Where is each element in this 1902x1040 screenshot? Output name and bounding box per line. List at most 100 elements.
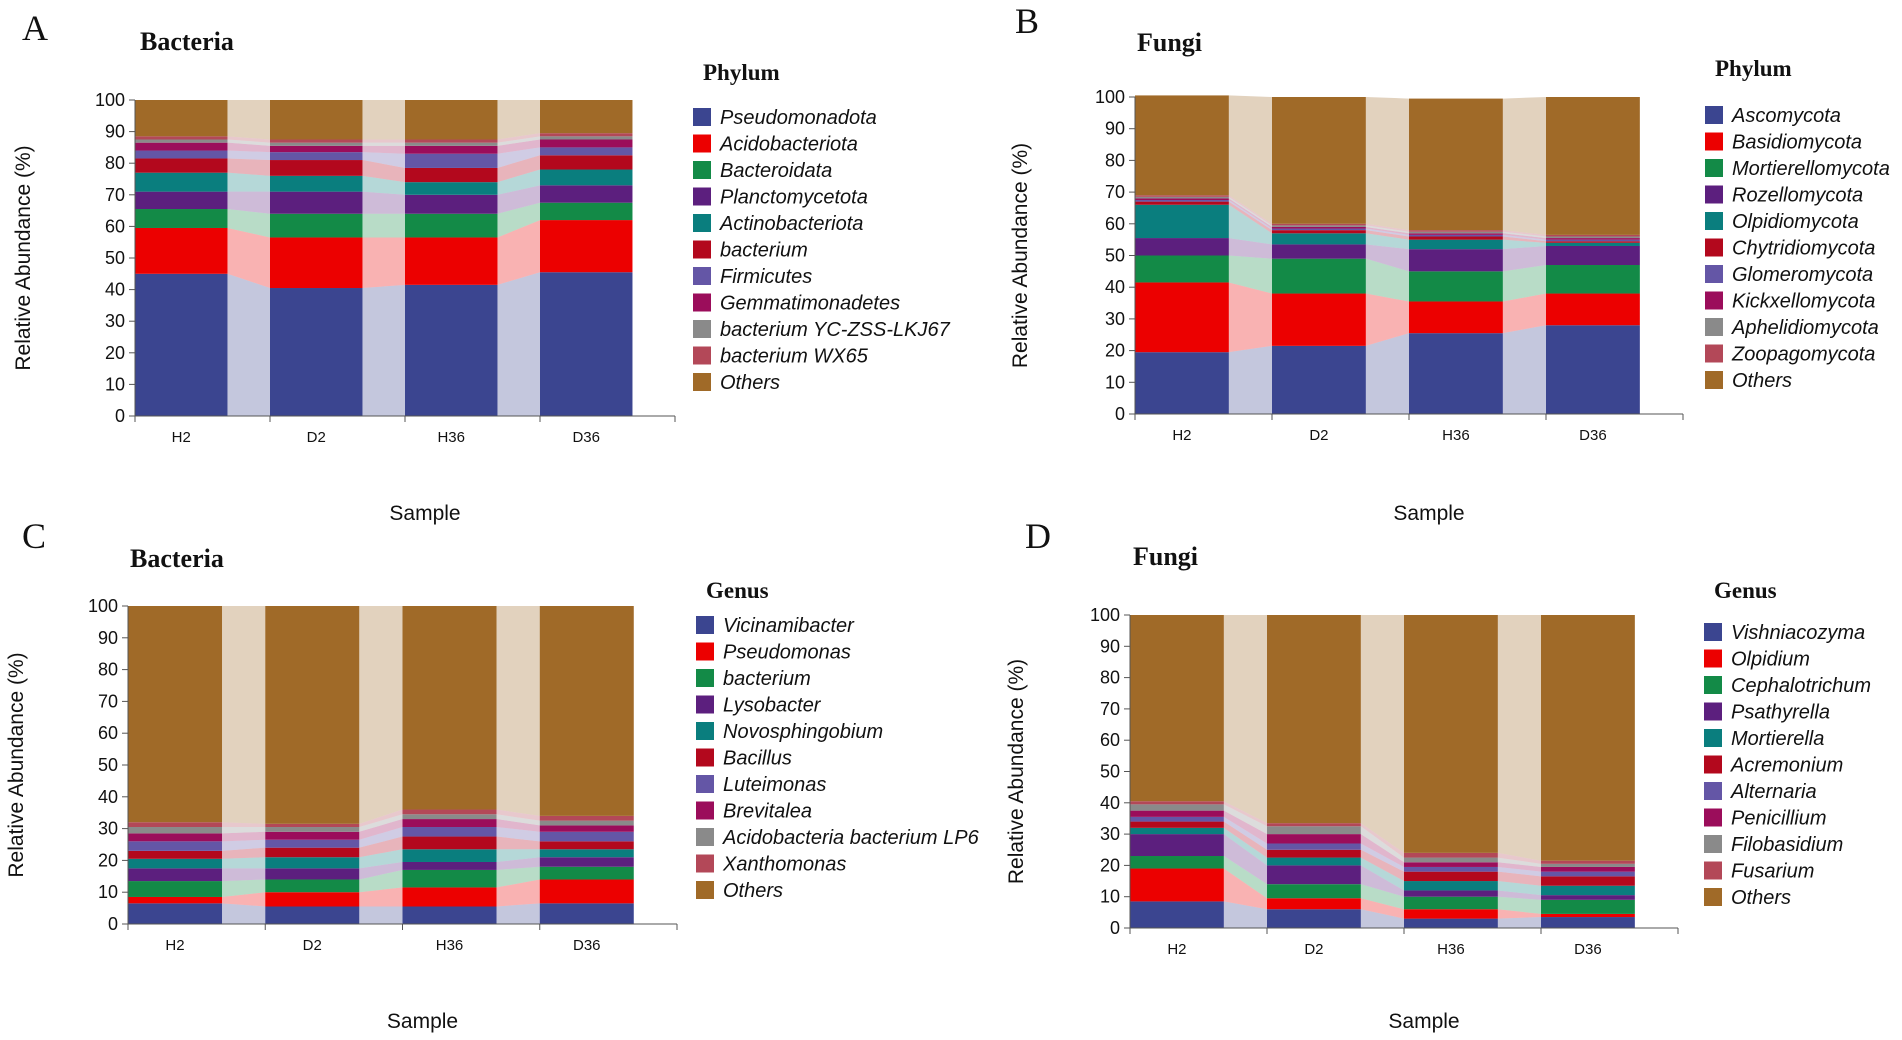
bar-segment [402, 836, 497, 850]
bar-segment [1546, 245, 1640, 266]
bar-segment [1404, 866, 1498, 872]
flow-band [359, 887, 403, 907]
bar-segment [1135, 204, 1229, 239]
bar-segment [1272, 225, 1366, 227]
chart-title: Bacteria [140, 27, 234, 56]
bar-segment [135, 100, 228, 137]
legend-swatch [693, 373, 711, 391]
flow-band [362, 139, 405, 143]
flow-band [1360, 849, 1404, 882]
x-tick-label: H36 [1442, 427, 1470, 444]
y-tick-label: 0 [115, 406, 125, 426]
flow-band [497, 185, 540, 214]
bar-segment [540, 202, 633, 221]
flow-band [359, 849, 403, 869]
flow-band [227, 150, 270, 161]
legend-swatch [693, 267, 711, 285]
bar-segment [1272, 226, 1366, 229]
flow-band [1497, 615, 1541, 861]
bar-segment [1135, 282, 1229, 353]
bar-segment [1409, 271, 1503, 302]
bar-segment [402, 869, 497, 888]
legend-swatch [1704, 676, 1722, 694]
bar-segment [1267, 857, 1361, 866]
legend-label: bacterium [720, 240, 808, 262]
legend-label: Basidiomycota [1732, 132, 1862, 154]
bar-segment [265, 831, 360, 840]
flow-band [1228, 201, 1272, 234]
bar-segment [1272, 345, 1366, 414]
flow-band [222, 892, 266, 907]
flow-band [497, 169, 540, 195]
bar-segment [540, 133, 633, 137]
flow-band [359, 827, 403, 848]
x-tick-label: H2 [1172, 427, 1191, 444]
flow-band [497, 202, 540, 238]
flow-band [362, 145, 405, 154]
y-tick-label: 30 [1105, 309, 1125, 329]
bar-segment [270, 191, 363, 214]
flow-band [1497, 857, 1541, 867]
legend-label: Others [1731, 887, 1791, 909]
x-tick-label: D2 [303, 937, 322, 954]
x-axis-title: Sample [1388, 1010, 1459, 1033]
legend-label: Lysobacter [723, 695, 822, 717]
x-axis-title: Sample [389, 502, 460, 525]
flow-band [1502, 265, 1546, 302]
x-tick-label: D36 [1579, 427, 1607, 444]
bar-segment [1409, 230, 1503, 232]
flow-band [1365, 233, 1409, 250]
y-tick-label: 70 [105, 185, 125, 205]
bar-segment [1546, 293, 1640, 326]
x-tick-label: D36 [573, 937, 601, 954]
legend-swatch [1704, 755, 1722, 774]
legend-swatch [696, 828, 714, 846]
y-tick-label: 30 [98, 819, 118, 839]
flow-band [362, 100, 405, 140]
legend-swatch [696, 695, 714, 714]
y-tick-label: 30 [105, 311, 125, 331]
y-tick-label: 0 [1115, 404, 1125, 424]
flow-band [1502, 239, 1546, 250]
bar-segment [265, 906, 360, 924]
legend-swatch [1704, 649, 1722, 668]
bar-segment [402, 606, 497, 810]
legend-label: Glomeromycota [1732, 264, 1873, 286]
bar-segment [1404, 909, 1498, 919]
legend-label: Luteimonas [723, 774, 826, 796]
flow-band [362, 237, 405, 289]
flow-band [1497, 896, 1541, 914]
flow-band [359, 814, 403, 832]
flow-band [1502, 325, 1546, 414]
y-axis-title: Relative Abundance (%) [1005, 659, 1028, 884]
legend-swatch [1704, 729, 1722, 747]
bar-segment [540, 155, 633, 170]
flow-band [496, 836, 540, 850]
x-tick-label: D2 [307, 429, 326, 446]
bar-segment [1267, 884, 1361, 899]
bar-segment [1267, 849, 1361, 858]
flow-band [1223, 801, 1267, 827]
bar-segment [1404, 881, 1498, 891]
bar-segment [128, 903, 223, 924]
flow-band [359, 809, 403, 828]
flow-band [1365, 228, 1409, 237]
bar-segment [1404, 615, 1498, 853]
chart-panel-c: C Bacteria H2 D2 H36 D36 0 10 20 30 40 50 60 70 80 90 10… [5, 516, 980, 1033]
bar-segment [540, 147, 633, 156]
bar-segment [1272, 97, 1366, 224]
legend-label: Bacteroidata [720, 160, 832, 182]
bar-segment [1135, 238, 1229, 256]
flow-band [359, 861, 403, 880]
flow-band [1223, 821, 1267, 858]
x-tick-label: D36 [572, 429, 600, 446]
y-tick-label: 30 [1100, 824, 1120, 844]
x-axis-title: Sample [387, 1010, 458, 1033]
legend-swatch [1705, 344, 1723, 363]
y-tick-label: 10 [98, 882, 118, 902]
bar-segment [1135, 352, 1229, 414]
y-tick-label: 10 [1105, 372, 1125, 392]
flow-band [1502, 231, 1546, 239]
bar-segment [270, 237, 363, 289]
flow-band [359, 819, 403, 840]
